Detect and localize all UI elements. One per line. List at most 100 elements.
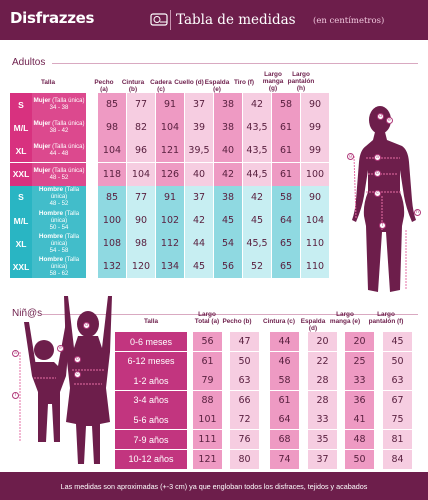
page-title: Tabla de medidas bbox=[176, 12, 296, 28]
adults-cell: 45,5 bbox=[243, 232, 271, 256]
gender-name: Mujer bbox=[33, 120, 51, 128]
age-label: 6-12 meses bbox=[115, 351, 187, 371]
measure-marker: b bbox=[374, 170, 381, 177]
kids-cell: 37 bbox=[308, 449, 337, 469]
page-subtitle: (en centímetros) bbox=[313, 16, 385, 26]
header-divider bbox=[170, 10, 171, 30]
adults-cell: 82 bbox=[127, 116, 155, 140]
kids-cell: 35 bbox=[308, 430, 337, 449]
kids-cell: 48 bbox=[345, 430, 374, 449]
adults-cell: 42 bbox=[214, 162, 242, 186]
size-note: (Talla única) bbox=[50, 187, 80, 201]
adults-table-row: S Mujer (Talla única) 34 - 38 85 77 91 37 38 42 5… bbox=[10, 91, 338, 118]
size-note: (Talla única) bbox=[52, 98, 85, 104]
adults-cell: 132 bbox=[98, 255, 126, 279]
size-label: XXL bbox=[10, 255, 32, 279]
adults-cell: 43,5 bbox=[243, 139, 271, 163]
kids-cell: 121 bbox=[193, 449, 222, 469]
kids-cell: 33 bbox=[345, 371, 374, 391]
measure-marker: c bbox=[374, 190, 381, 197]
adults-cell: 121 bbox=[156, 139, 184, 163]
gender-label: Mujer (Talla única) 38 - 42 bbox=[32, 116, 86, 140]
kids-cell: 20 bbox=[308, 332, 337, 351]
adults-cell: 37 bbox=[185, 93, 213, 116]
adults-cell: 52 bbox=[243, 255, 271, 279]
kids-silhouette bbox=[19, 296, 112, 464]
adults-cell: 99 bbox=[301, 139, 329, 163]
adults-col-header: Talla bbox=[40, 79, 56, 86]
gender-name: Hombre bbox=[38, 232, 64, 240]
kids-cell: 33 bbox=[308, 410, 337, 430]
adults-cell: 42 bbox=[243, 93, 271, 116]
adults-cell: 100 bbox=[98, 209, 126, 232]
size-note: (Talla única) bbox=[50, 233, 80, 247]
kids-table-row: 3-4 años 88 66 61 28 36 67 bbox=[115, 390, 415, 411]
kids-rule bbox=[42, 314, 418, 315]
size-note: (Talla única) bbox=[52, 144, 85, 151]
adults-table-row: XXL Mujer (Talla única) 48 - 52 118 104 126 40… bbox=[10, 161, 338, 188]
adults-cell: 39 bbox=[185, 116, 213, 140]
kids-cell: 63 bbox=[230, 371, 259, 391]
adults-table-row: XL Mujer (Talla única) 44 - 48 104 96 121 39,5… bbox=[10, 137, 338, 164]
adults-cell: 77 bbox=[127, 93, 155, 116]
adults-cell: 91 bbox=[156, 185, 184, 209]
kids-cell: 68 bbox=[270, 430, 299, 449]
adults-cell: 56 bbox=[214, 255, 242, 279]
measure-marker: h bbox=[414, 209, 421, 216]
kids-cell: 61 bbox=[270, 390, 299, 410]
adults-cell: 65 bbox=[272, 232, 300, 256]
adults-table-row: XL Hombre (Talla única) 54 - 58 108 98 112 44 5… bbox=[10, 230, 338, 257]
gender-name: Mujer bbox=[33, 143, 51, 151]
footer-text: Las medidas son aproximadas (+-3 cm) ya … bbox=[60, 481, 368, 491]
kids-table-row: 0-6 meses 56 47 44 20 20 45 bbox=[115, 331, 415, 352]
measuring-tape-icon bbox=[150, 13, 168, 26]
kids-cell: 64 bbox=[270, 410, 299, 430]
measure-marker: e bbox=[57, 345, 64, 352]
measure-marker: g bbox=[347, 153, 354, 160]
kids-col-header: Talla bbox=[143, 318, 159, 325]
adults-cell: 104 bbox=[156, 116, 184, 140]
size-note: (Talla única) bbox=[50, 256, 80, 270]
kids-cell: 101 bbox=[193, 410, 222, 430]
kids-cell: 63 bbox=[383, 371, 412, 391]
gender-name: Hombre bbox=[38, 255, 64, 263]
size-label: XL bbox=[10, 232, 32, 256]
kids-col-header: Largo Total (a) bbox=[194, 311, 220, 325]
kids-cell: 45 bbox=[383, 332, 412, 351]
brand-logo: Disfrazzes bbox=[10, 9, 95, 27]
kids-table-row: 10-12 años 121 80 74 37 50 84 bbox=[115, 449, 415, 470]
kids-cell: 47 bbox=[230, 332, 259, 351]
adults-cell: 43,5 bbox=[243, 116, 271, 140]
adults-cell: 77 bbox=[127, 185, 155, 209]
adult-woman-silhouette bbox=[352, 106, 416, 292]
adults-cell: 110 bbox=[301, 255, 329, 279]
gender-name: Hombre bbox=[38, 186, 64, 194]
kids-cell: 111 bbox=[193, 430, 222, 449]
size-label: S bbox=[10, 93, 32, 116]
adults-cell: 64 bbox=[272, 209, 300, 232]
gender-label: Hombre (Talla única) 54 - 58 bbox=[32, 232, 86, 256]
adults-cell: 100 bbox=[301, 162, 329, 186]
kids-col-header: Largo manga (e) bbox=[329, 311, 361, 325]
kids-table-row: 5-6 años 101 72 64 33 41 75 bbox=[115, 409, 415, 430]
kids-cell: 46 bbox=[270, 351, 299, 371]
size-range: 38 - 42 bbox=[49, 128, 69, 135]
adults-cell: 90 bbox=[301, 93, 329, 116]
measure-marker: f bbox=[379, 222, 386, 229]
kids-cell: 50 bbox=[345, 449, 374, 469]
adults-cell: 102 bbox=[156, 209, 184, 232]
adults-col-header: Tiro (f) bbox=[233, 79, 255, 86]
kids-cell: 25 bbox=[345, 351, 374, 371]
adults-cell: 65 bbox=[272, 255, 300, 279]
adults-table-row: XXL Hombre (Talla única) 58 - 62 132 120 134 4… bbox=[10, 253, 338, 280]
adults-cell: 58 bbox=[272, 185, 300, 209]
kids-cell: 61 bbox=[193, 351, 222, 371]
kids-cell: 50 bbox=[230, 351, 259, 371]
size-note: (Talla única) bbox=[50, 210, 80, 224]
adults-cell: 38 bbox=[214, 93, 242, 116]
size-label: XXL bbox=[10, 162, 32, 186]
kids-col-header: Largo pantalón (f) bbox=[368, 311, 404, 325]
kids-col-header: Cintura (c) bbox=[263, 318, 295, 325]
adults-cell: 99 bbox=[301, 116, 329, 140]
adults-col-header: Cuello (d) bbox=[174, 79, 204, 86]
